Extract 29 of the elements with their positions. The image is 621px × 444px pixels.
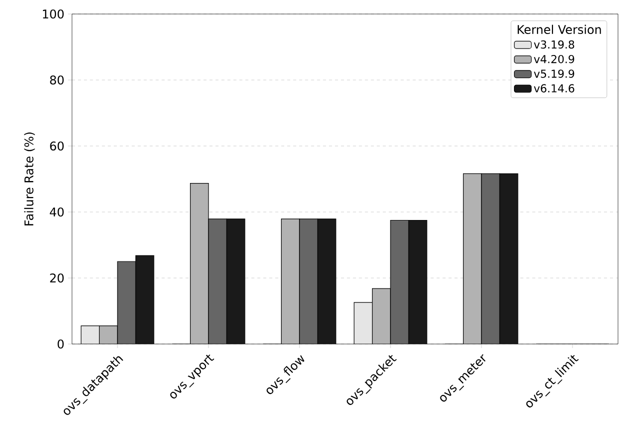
legend-title: Kernel Version (518, 24, 601, 34)
bar (463, 174, 482, 344)
y-tick-label: 20 (50, 273, 64, 283)
bar (354, 302, 372, 344)
legend-label: v5.19.9 (534, 70, 574, 78)
bar (372, 288, 391, 344)
bar (281, 218, 300, 344)
bar (500, 174, 518, 344)
bar (136, 256, 154, 344)
y-tick-label: 100 (42, 9, 64, 19)
bar (300, 218, 318, 344)
legend-label: v4.20.9 (534, 54, 574, 64)
y-tick-label: 0 (58, 339, 64, 349)
bar (482, 174, 500, 344)
y-tick-label: 60 (50, 141, 64, 151)
bar (99, 326, 118, 344)
bar (208, 218, 227, 344)
bar (390, 220, 409, 344)
bar (318, 218, 336, 344)
bar (81, 326, 100, 344)
y-tick-label: 40 (50, 207, 64, 217)
legend-label: v6.14.6 (534, 84, 574, 92)
bar (408, 220, 427, 344)
bar (226, 218, 245, 344)
y-tick-label: 80 (50, 75, 64, 85)
legend-label: v3.19.8 (534, 40, 574, 49)
y-axis-title: Failure Rate (%) (24, 132, 35, 226)
bar (190, 183, 208, 344)
bar (118, 262, 136, 344)
